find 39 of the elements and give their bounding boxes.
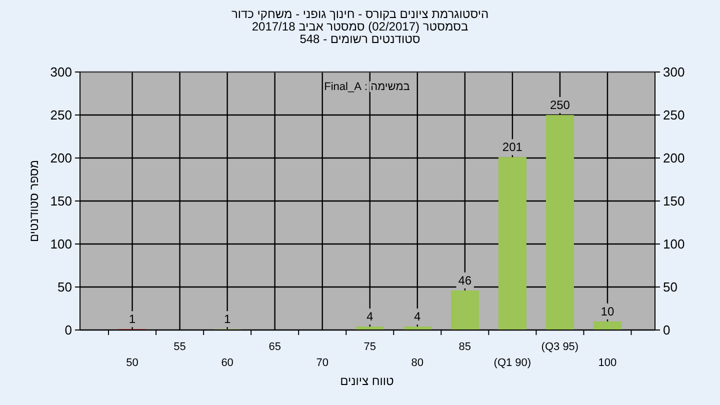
x-tick-label: 75: [364, 341, 376, 353]
chart-subtitle: בסמסטר (02/2017) סמסטר אביב 2017/18: [252, 20, 468, 34]
y-axis-title: מספר סטודנטים: [27, 160, 41, 242]
x-tick-label: 100: [598, 357, 617, 369]
text: סטודנטים רשומים - 548: [300, 32, 420, 46]
x-tick-label: 50: [126, 357, 138, 369]
y2-tick-label: 150: [663, 194, 685, 208]
y2-tick-label: 300: [663, 64, 685, 80]
data-label: 4: [414, 310, 422, 324]
y2-tick-label: 50: [663, 280, 678, 294]
y2-tick-label: 200: [663, 150, 685, 166]
x-tick-label: (Q1 90): [494, 357, 532, 369]
x-tick-label: 80: [411, 357, 424, 369]
y-tick-label: 100: [50, 236, 72, 252]
data-label: 4: [366, 310, 374, 324]
data-label: 201: [502, 140, 523, 154]
x-axis-title: טווח ציונים: [340, 374, 394, 388]
x-tick-label: 65: [268, 341, 281, 353]
x-tick-label: 55: [174, 341, 186, 353]
data-label: 10: [600, 304, 614, 318]
x-tick-label: 70: [316, 357, 328, 369]
y2-tick-label: 0: [663, 322, 670, 338]
y-tick-label: 300: [50, 64, 72, 80]
annotation: במשימה : Final_A: [324, 81, 410, 93]
chart-title: היסטוגרמת ציונים בקורס - חינוך גופני - משחקי כדור: [231, 7, 489, 21]
y-tick-label: 200: [50, 150, 72, 166]
data-label: 250: [550, 98, 570, 112]
y2-tick-label: 100: [663, 236, 685, 252]
data-label: 46: [458, 273, 472, 288]
x-tick-label: 60: [221, 357, 234, 369]
x-tick-label: 85: [458, 341, 472, 353]
y-tick-label: 50: [58, 280, 72, 294]
y-tick-label: 250: [50, 108, 72, 122]
data-label: 1: [224, 312, 231, 326]
y2-tick-label: 250: [663, 108, 685, 122]
y-tick-label: 150: [50, 194, 72, 208]
data-label: 1: [128, 312, 136, 326]
x-tick-label: (Q3 95): [541, 341, 579, 353]
y-tick-label: 0: [64, 322, 72, 338]
